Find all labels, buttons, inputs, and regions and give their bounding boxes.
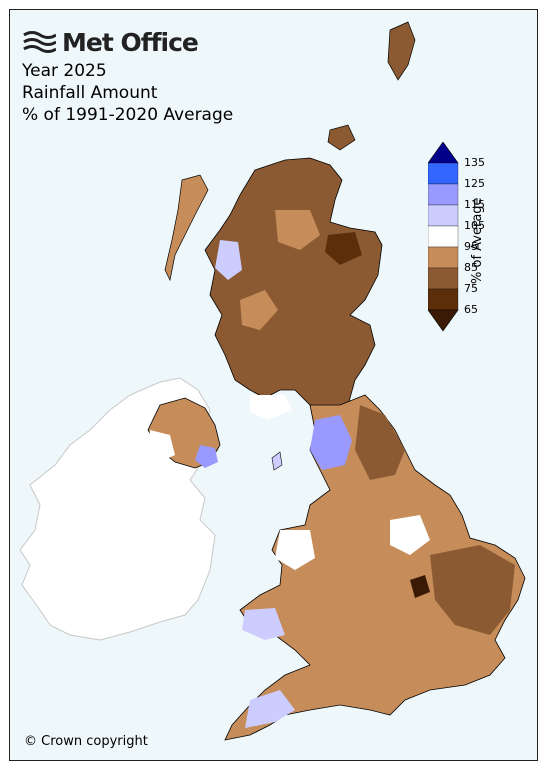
cbar-tick-65: 65	[464, 303, 478, 316]
cbar-bottom-arrow	[428, 309, 459, 332]
cbar-tick-95: 95	[464, 240, 478, 253]
rainfall-map	[19, 21, 526, 741]
cbar-band-115-125	[428, 183, 459, 206]
cbar-band-125-135	[428, 162, 459, 185]
title-line-variable: Rainfall Amount	[22, 83, 158, 103]
logo-text: Met Office	[62, 28, 199, 57]
color-bar	[428, 142, 459, 332]
orkney	[327, 124, 356, 151]
cbar-band-65-75	[428, 288, 459, 311]
title-line-measure: % of 1991-2020 Average	[22, 105, 234, 125]
copyright-notice: © Crown copyright	[24, 734, 148, 749]
cbar-band-95-105	[428, 225, 459, 248]
met-office-wave-icon	[23, 30, 56, 53]
cbar-tick-135: 135	[464, 156, 485, 169]
cbar-tick-105: 105	[464, 219, 485, 232]
cbar-title: % of Average	[470, 197, 485, 284]
western-isles	[164, 174, 209, 282]
cbar-band-85-95	[428, 246, 459, 269]
cbar-tick-75: 75	[464, 282, 478, 295]
scotland	[204, 157, 383, 411]
shetland	[387, 21, 416, 81]
cbar-top-arrow	[428, 142, 459, 164]
map-frame	[9, 9, 538, 761]
title-line-year: Year 2025	[22, 61, 107, 81]
cbar-band-75-85	[428, 267, 459, 290]
cbar-tick-125: 125	[464, 177, 485, 190]
cbar-tick-115: 115	[464, 198, 485, 211]
met-office-logo: Met Office	[22, 28, 199, 57]
cbar-band-105-115	[428, 204, 459, 227]
isle-of-man	[271, 451, 283, 471]
cbar-tick-85: 85	[464, 261, 478, 274]
england-wales	[224, 394, 526, 741]
